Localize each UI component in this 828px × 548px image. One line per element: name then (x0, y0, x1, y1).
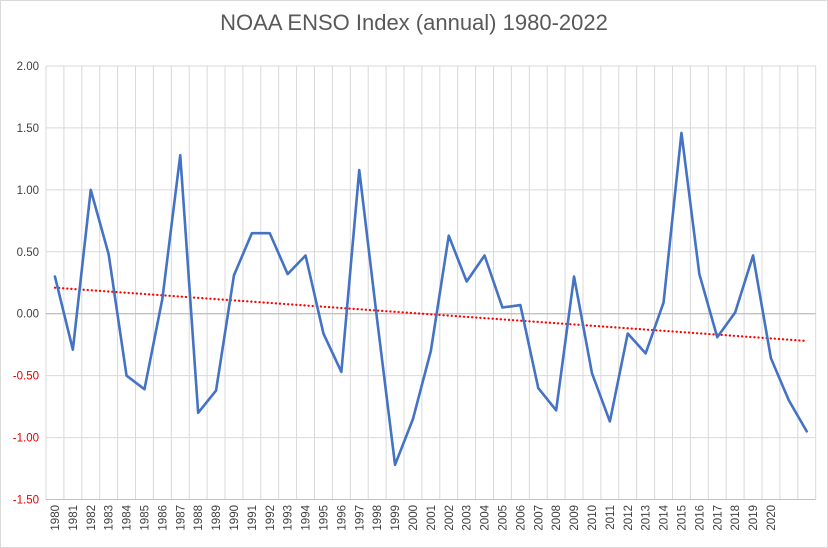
x-tick-label: 2018 (730, 505, 742, 531)
x-tick-label: 1980 (50, 505, 62, 531)
x-tick-label: 2004 (480, 504, 492, 530)
y-tick-label: -1.00 (13, 433, 39, 445)
x-tick-label: 1986 (157, 505, 169, 531)
x-tick-label: 1983 (104, 505, 116, 531)
x-tick-label: 1991 (247, 505, 259, 531)
x-tick-label: 2007 (533, 505, 545, 531)
x-tick-label: 1993 (283, 505, 295, 531)
y-tick-label: 0.00 (17, 309, 39, 321)
y-tick-label: 0.50 (17, 247, 39, 259)
y-tick-label: 1.00 (17, 185, 39, 197)
x-tick-label: 1985 (139, 505, 151, 531)
enso-series-line (53, 131, 809, 467)
x-tick-label: 2019 (748, 505, 760, 531)
x-tick-label: 1989 (211, 505, 223, 531)
x-tick-label: 2006 (515, 505, 527, 531)
x-tick-label: 1999 (390, 505, 402, 531)
y-tick-label: 2.00 (17, 61, 39, 73)
trend-line (53, 286, 808, 343)
x-tick-label: 2016 (694, 505, 706, 531)
x-tick-label: 1984 (122, 504, 134, 530)
x-tick-label: 2015 (676, 505, 688, 531)
y-tick-label: -1.50 (13, 495, 39, 507)
x-tick-label: 1988 (193, 505, 205, 531)
x-tick-label: 1996 (336, 505, 348, 531)
x-tick-label: 1987 (175, 505, 187, 531)
x-tick-label: 2008 (551, 505, 563, 531)
x-tick-label: 2014 (659, 504, 671, 530)
x-tick-label: 2013 (641, 505, 653, 531)
x-tick-label: 1997 (354, 505, 366, 531)
x-tick-label: 2012 (623, 505, 635, 531)
x-tick-label: 1990 (229, 505, 241, 531)
x-tick-label: 2003 (462, 505, 474, 531)
x-tick-label: 2011 (605, 505, 617, 530)
x-tick-label: 1995 (318, 505, 330, 531)
x-tick-label: 2001 (426, 505, 438, 531)
chart-title: NOAA ENSO Index (annual) 1980-2022 (220, 10, 608, 35)
x-tick-label: 2002 (444, 505, 456, 531)
x-tick-label: 1992 (265, 505, 277, 531)
x-tick-label: 1994 (301, 504, 313, 530)
x-tick-label: 1982 (86, 505, 98, 531)
x-tick-label: 1998 (372, 505, 384, 531)
x-tick-label: 2009 (569, 505, 581, 531)
x-tick-label: 2010 (587, 505, 599, 531)
x-tick-label: 1981 (68, 505, 80, 531)
x-tick-label: 2005 (497, 505, 509, 531)
x-tick-label: 2017 (712, 505, 724, 531)
x-tick-label: 2020 (766, 505, 778, 531)
y-tick-label: 1.50 (17, 123, 39, 135)
y-tick-label: -0.50 (13, 371, 39, 383)
x-tick-label: 2000 (408, 505, 420, 531)
